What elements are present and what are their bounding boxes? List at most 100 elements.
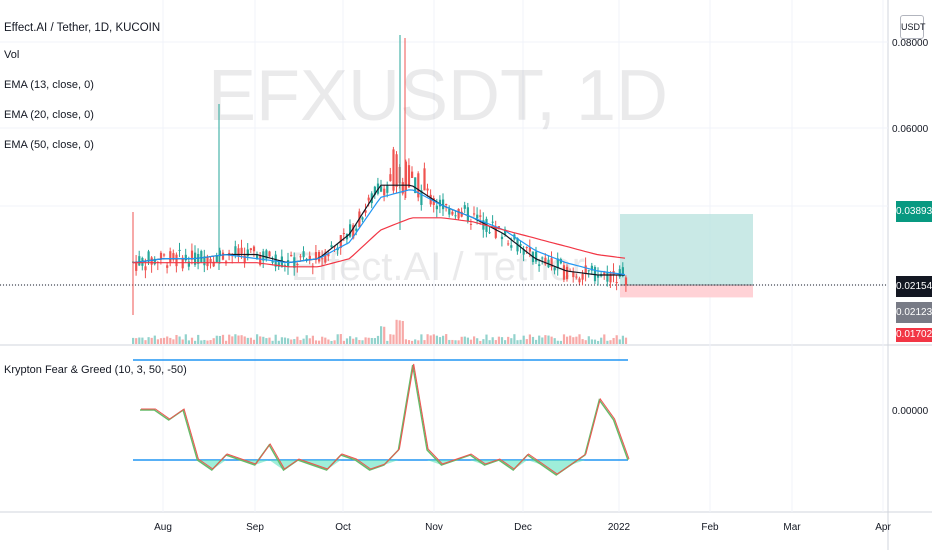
volume-bar bbox=[175, 334, 178, 344]
candle-body bbox=[166, 265, 169, 268]
volume-bar bbox=[423, 340, 426, 344]
candle-body bbox=[271, 260, 274, 263]
legend-vol: Vol bbox=[4, 49, 20, 61]
volume-bar bbox=[293, 339, 296, 344]
candle-body bbox=[308, 255, 311, 260]
volume-bar bbox=[268, 337, 271, 344]
time-tick-label: Oct bbox=[335, 522, 351, 533]
candle-body bbox=[153, 258, 156, 265]
osc-main-line bbox=[141, 363, 630, 475]
volume-bar bbox=[287, 338, 290, 344]
volume-bar bbox=[621, 335, 624, 344]
osc-tick-label: 0.00000 bbox=[892, 406, 929, 417]
volume-bar bbox=[469, 339, 473, 344]
volume-bar bbox=[197, 334, 200, 344]
candle-body bbox=[497, 226, 500, 228]
candle-body bbox=[404, 161, 407, 191]
volume-bar bbox=[612, 337, 615, 344]
candle-body bbox=[299, 256, 302, 258]
volume-bar bbox=[538, 335, 541, 344]
candle-body bbox=[150, 257, 153, 265]
volume-bar bbox=[311, 335, 314, 344]
volume-bar bbox=[147, 337, 150, 344]
volume-bar bbox=[600, 337, 603, 344]
volume-bar bbox=[153, 335, 156, 344]
currency-button[interactable]: USDT bbox=[900, 15, 926, 39]
volume-bar bbox=[500, 337, 504, 344]
volume-bar bbox=[507, 336, 510, 344]
volume-bar bbox=[187, 340, 190, 344]
volume-bar bbox=[522, 335, 525, 344]
volume-bar bbox=[159, 338, 163, 344]
volume-bar bbox=[383, 326, 386, 344]
volume-bar bbox=[336, 334, 339, 344]
candle-body bbox=[184, 254, 187, 261]
volume-bar bbox=[318, 340, 321, 344]
volume-bar bbox=[547, 335, 550, 344]
volume-bar bbox=[237, 335, 240, 344]
candle-body bbox=[349, 224, 352, 237]
candle-body bbox=[550, 258, 553, 268]
volume-bar bbox=[581, 339, 584, 344]
volume-bar bbox=[163, 337, 166, 344]
candle-body bbox=[249, 248, 252, 251]
volume-bar bbox=[575, 336, 578, 344]
volume-bar bbox=[479, 340, 482, 344]
volume-bar bbox=[349, 336, 352, 344]
volume-bar bbox=[525, 339, 528, 344]
candle-body bbox=[615, 282, 618, 284]
volume-bar bbox=[457, 340, 460, 344]
volume-bar bbox=[231, 336, 234, 344]
volume-bar bbox=[411, 340, 414, 344]
candle-body bbox=[305, 258, 308, 260]
volume-bar bbox=[407, 340, 411, 344]
volume-bar bbox=[488, 340, 491, 344]
legend-ema13: EMA (13, close, 0) bbox=[4, 79, 94, 91]
candle-body bbox=[528, 247, 531, 252]
volume-bar bbox=[566, 336, 569, 344]
volume-bar bbox=[550, 336, 553, 344]
candle-body bbox=[135, 262, 138, 271]
volume-bar bbox=[150, 337, 153, 344]
candle-body bbox=[504, 229, 507, 235]
candle-body bbox=[442, 199, 445, 210]
candle-body bbox=[283, 265, 287, 267]
candle-body bbox=[206, 257, 209, 267]
candle-body bbox=[621, 267, 624, 277]
volume-bar bbox=[401, 320, 404, 344]
volume-bar bbox=[132, 337, 135, 344]
volume-bar bbox=[218, 335, 221, 344]
candle-body bbox=[423, 168, 426, 191]
candle-body bbox=[268, 251, 271, 257]
volume-bar bbox=[228, 334, 231, 344]
volume-bar bbox=[215, 335, 218, 344]
volume-bar bbox=[144, 340, 147, 344]
candle-body bbox=[259, 255, 262, 265]
candle-body bbox=[364, 210, 367, 213]
volume-bar bbox=[339, 334, 342, 344]
candle-body bbox=[392, 149, 395, 191]
volume-bar bbox=[246, 337, 249, 344]
volume-bar bbox=[380, 326, 383, 344]
candle-body bbox=[172, 253, 175, 260]
candle-body bbox=[333, 246, 336, 248]
volume-bar bbox=[386, 340, 389, 344]
volume-bar bbox=[463, 336, 466, 344]
candle-body bbox=[352, 225, 355, 239]
volume-bar bbox=[584, 340, 587, 344]
candle-body bbox=[200, 251, 203, 263]
candle-body bbox=[541, 257, 544, 259]
candle-body bbox=[327, 254, 330, 257]
volume-bar bbox=[460, 336, 463, 344]
candle-body bbox=[562, 265, 566, 280]
volume-bar bbox=[476, 338, 479, 344]
candle-body bbox=[500, 236, 504, 240]
candle-body bbox=[302, 251, 305, 258]
volume-bar bbox=[609, 340, 612, 344]
volume-bar bbox=[345, 338, 349, 344]
candle-body bbox=[252, 246, 256, 252]
price-tick-label: 0.06000 bbox=[892, 124, 929, 135]
volume-bar bbox=[624, 337, 628, 344]
candle-body bbox=[287, 260, 290, 268]
